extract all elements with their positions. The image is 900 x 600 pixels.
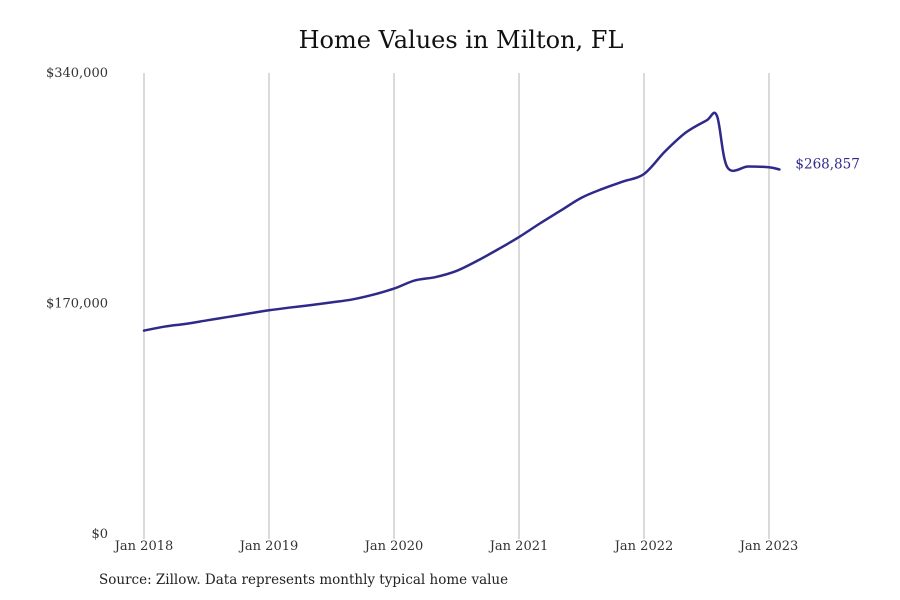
label-layer: $268,857 <box>795 156 859 172</box>
y-axis-ticks: $0 $170,000 $340,000 <box>46 66 108 542</box>
y-tick-label-1: $170,000 <box>46 297 108 312</box>
end-value-label: $268,857 <box>795 156 859 172</box>
x-tick-label-5: Jan 2023 <box>738 539 799 554</box>
chart-title: Home Values in Milton, FL <box>298 26 624 54</box>
y-tick-label-2: $340,000 <box>46 66 108 81</box>
x-tick-label-0: Jan 2018 <box>113 539 174 554</box>
x-tick-label-4: Jan 2022 <box>613 539 674 554</box>
x-tick-label-1: Jan 2019 <box>238 539 299 554</box>
x-tick-label-2: Jan 2020 <box>363 539 424 554</box>
x-tick-label-3: Jan 2021 <box>488 539 549 554</box>
series-layer <box>142 111 781 332</box>
series-line <box>142 111 781 332</box>
y-tick-label-0: $0 <box>91 527 108 542</box>
source-note: Source: Zillow. Data represents monthly … <box>99 572 509 588</box>
gridlines <box>143 73 770 539</box>
x-axis-ticks: Jan 2018 Jan 2019 Jan 2020 Jan 2021 Jan 2022… <box>113 539 799 554</box>
